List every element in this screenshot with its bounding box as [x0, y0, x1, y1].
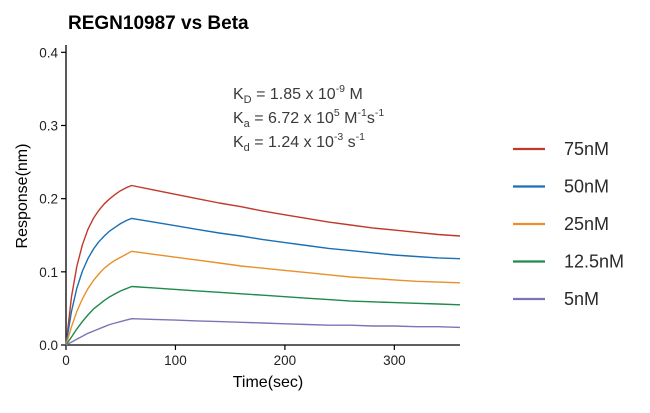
kdis-annotation: Kd = 1.24 x 10-3 s-1 — [233, 131, 365, 154]
chart-title: REGN10987 vs Beta — [68, 13, 249, 34]
series-line-75nM — [65, 184, 461, 346]
series-lines — [65, 184, 461, 346]
legend-label: 12.5nM — [564, 252, 624, 272]
x-tick-label: 200 — [274, 353, 297, 368]
y-tick-label: 0.2 — [39, 192, 58, 207]
kinetics-annotation: KD = 1.85 x 10-9 M Ka = 6.72 x 105 M-1s-… — [233, 83, 384, 154]
series-line-12.5nM — [65, 285, 461, 346]
legend-label: 5nM — [564, 289, 599, 309]
kd-annotation: KD = 1.85 x 10-9 M — [233, 83, 363, 106]
legend-label: 75nM — [564, 139, 609, 159]
series-line-50nM — [65, 217, 461, 346]
legend: 75nM 50nM 25nM 12.5nM 5nM — [513, 139, 624, 309]
series-line-25nM — [65, 250, 461, 346]
y-tick-label: 0.0 — [39, 338, 58, 353]
x-tick-label: 0 — [62, 353, 70, 368]
legend-label: 25nM — [564, 214, 609, 234]
x-axis-label: Time(sec) — [233, 374, 304, 391]
y-axis-ticks: 0.0 0.1 0.2 0.3 0.4 — [39, 45, 66, 353]
plot-area: 0.0 0.1 0.2 0.3 0.4 0 100 200 300 — [39, 45, 461, 368]
ka-annotation: Ka = 6.72 x 105 M-1s-1 — [233, 107, 384, 130]
series-line-5nM — [65, 318, 461, 346]
y-tick-label: 0.3 — [39, 118, 58, 133]
legend-label: 50nM — [564, 177, 609, 197]
x-tick-label: 300 — [383, 353, 406, 368]
y-axis-label: Response(nm) — [14, 144, 31, 249]
x-axis-ticks: 0 100 200 300 — [62, 345, 406, 368]
y-tick-label: 0.4 — [39, 45, 58, 60]
y-tick-label: 0.1 — [39, 265, 58, 280]
x-tick-label: 100 — [164, 353, 187, 368]
